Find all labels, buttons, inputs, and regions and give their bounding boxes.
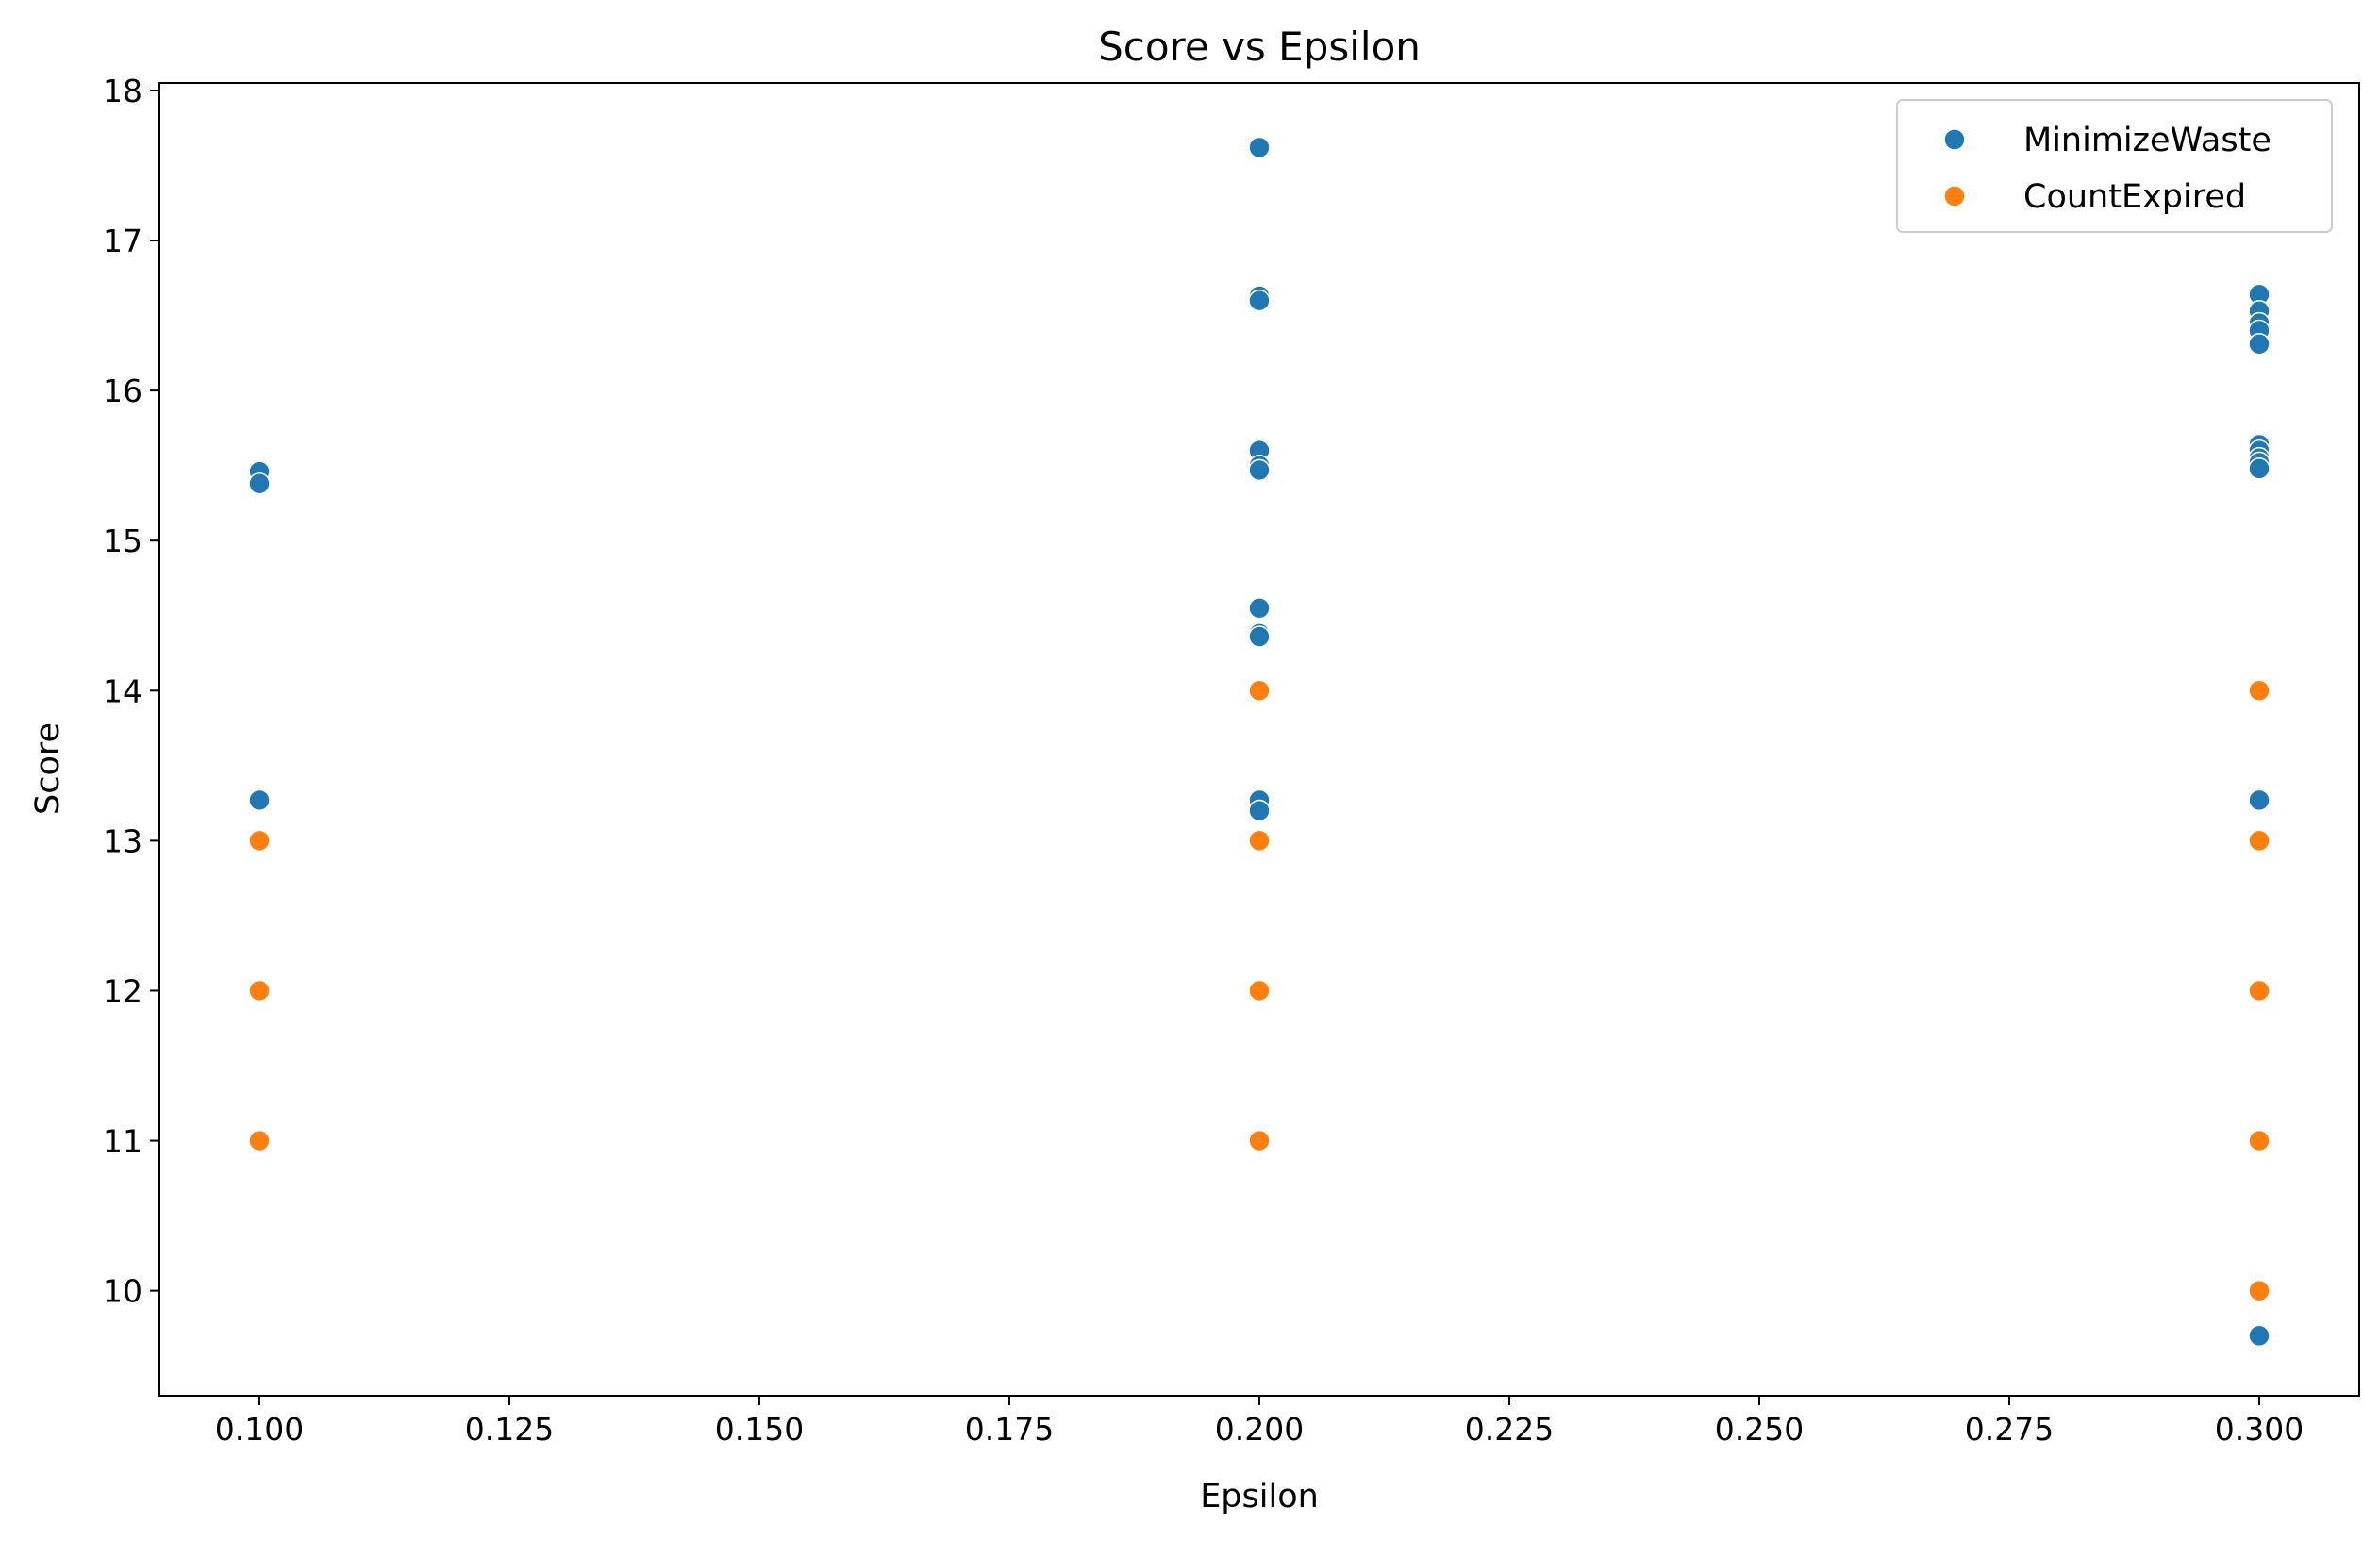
data-point — [1248, 458, 1271, 482]
x-tick-label: 0.200 — [1215, 1411, 1304, 1448]
axis-ticks: 0.100 0.125 0.150 0.175 0.200 0.225 0.250 0.275… — [103, 73, 2304, 1448]
data-point — [2248, 829, 2271, 853]
y-axis-label: Score — [29, 722, 67, 815]
y-tick-label: 16 — [103, 373, 142, 409]
data-point — [1248, 596, 1271, 620]
legend: MinimizeWaste CountExpired — [1896, 99, 2333, 233]
data-point — [1248, 799, 1271, 822]
data-point — [2248, 1129, 2271, 1152]
data-point — [248, 788, 271, 812]
plot-area-frame — [158, 82, 2360, 1397]
data-point — [2248, 979, 2271, 1002]
x-tick-label: 0.100 — [215, 1411, 304, 1448]
data-point — [248, 829, 271, 853]
data-point — [2248, 333, 2271, 356]
x-tick-label: 0.275 — [1965, 1411, 2054, 1448]
data-point — [248, 1129, 271, 1152]
y-tick-label: 15 — [103, 522, 142, 559]
x-tick-label: 0.300 — [2215, 1411, 2304, 1448]
y-tick-label: 12 — [103, 972, 142, 1009]
data-point — [2248, 1324, 2271, 1348]
data-point — [1248, 829, 1271, 853]
data-point — [1248, 1129, 1271, 1152]
data-point — [2248, 1279, 2271, 1302]
y-tick-label: 17 — [103, 223, 142, 259]
data-point — [2248, 679, 2271, 703]
series-MinimizeWaste — [248, 136, 2271, 1348]
x-tick-label: 0.125 — [465, 1411, 554, 1448]
y-tick-label: 18 — [103, 73, 142, 109]
x-tick-label: 0.225 — [1465, 1411, 1554, 1448]
data-point — [1248, 979, 1271, 1002]
data-point — [248, 979, 271, 1002]
x-tick-label: 0.175 — [965, 1411, 1054, 1448]
x-tick-label: 0.150 — [715, 1411, 804, 1448]
data-point — [1248, 625, 1271, 648]
data-point — [1248, 136, 1271, 159]
legend-label: MinimizeWaste — [2023, 122, 2272, 159]
series-CountExpired — [248, 679, 2271, 1302]
legend-marker — [1943, 128, 1966, 151]
data-point — [248, 472, 271, 495]
y-tick-label: 11 — [103, 1123, 142, 1160]
data-point — [2248, 788, 2271, 812]
y-tick-label: 14 — [103, 672, 142, 709]
x-tick-label: 0.250 — [1715, 1411, 1804, 1448]
y-tick-label: 13 — [103, 822, 142, 859]
data-point — [1248, 679, 1271, 703]
data-point — [1248, 289, 1271, 312]
x-axis-label: Epsilon — [1200, 1478, 1319, 1516]
data-points — [248, 136, 2271, 1348]
legend-box — [1896, 99, 2333, 233]
y-tick-label: 10 — [103, 1273, 142, 1310]
chart-title: Score vs Epsilon — [1098, 24, 1421, 70]
legend-marker — [1943, 185, 1966, 207]
data-point — [2248, 457, 2271, 480]
legend-label: CountExpired — [2023, 178, 2246, 216]
